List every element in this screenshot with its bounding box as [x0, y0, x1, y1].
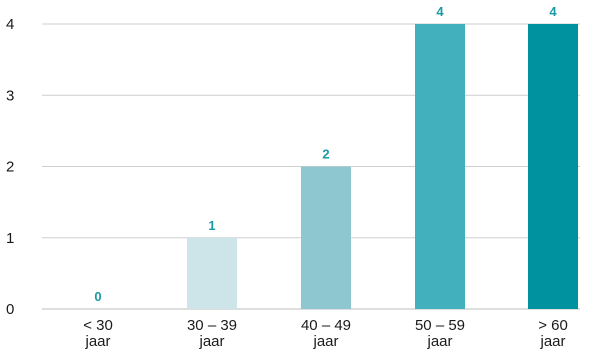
data-label: 2	[322, 147, 329, 162]
x-tick-label: > 60 jaar	[538, 317, 568, 350]
x-tick-label: 40 – 49 jaar	[301, 317, 351, 350]
bar	[415, 24, 465, 309]
data-label: 1	[208, 218, 215, 233]
bar	[528, 24, 578, 309]
bar	[301, 166, 351, 309]
y-tick-label: 1	[6, 230, 14, 247]
y-tick-label: 4	[6, 16, 14, 33]
y-axis-ticks: 0 1 2 3 4	[6, 16, 14, 318]
data-labels: 0 1 2 4 4	[94, 4, 557, 304]
data-label: 4	[436, 4, 444, 19]
x-tick-label: 30 – 39 jaar	[187, 317, 237, 350]
x-axis-categories: < 30 jaar 30 – 39 jaar 40 – 49 jaar 50 – 59 jaa…	[83, 317, 568, 350]
x-tick-label: < 30 jaar	[83, 317, 113, 350]
y-tick-label: 0	[6, 301, 14, 318]
y-tick-label: 2	[6, 159, 14, 176]
bars	[187, 24, 578, 309]
x-tick-label: 50 – 59 jaar	[415, 317, 465, 350]
y-tick-label: 3	[6, 87, 14, 104]
data-label: 0	[94, 289, 101, 304]
data-label: 4	[549, 4, 557, 19]
bar	[187, 237, 237, 309]
